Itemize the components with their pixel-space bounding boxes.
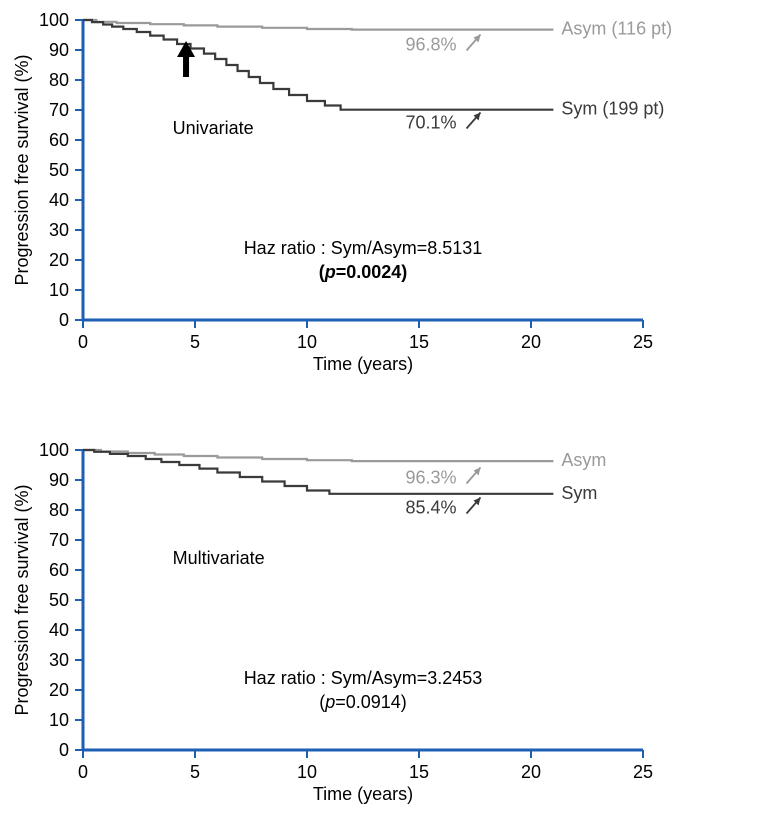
pct-arrow-asym — [467, 468, 481, 484]
pct-arrow-sym — [467, 113, 481, 129]
y-tick-label: 100 — [39, 440, 69, 460]
series-sym — [83, 450, 553, 494]
pct-arrow-sym — [467, 498, 481, 514]
y-tick-label: 0 — [59, 310, 69, 330]
big-arrow — [177, 41, 195, 77]
y-tick-label: 40 — [49, 620, 69, 640]
series-label-asym: Asym — [561, 450, 606, 470]
panel-univariate: 0 5 10 15 20 25 0 10 20 30 40 50 60 70 80 90 100 Time (ye… — [12, 10, 672, 374]
panel-multivariate: 0 5 10 15 20 25 0 10 20 30 40 50 60 70 80 90 100 Time (ye… — [12, 440, 653, 804]
x-tick-label: 20 — [521, 332, 541, 352]
y-tick-label: 10 — [49, 710, 69, 730]
pct-label-sym: 85.4% — [406, 498, 457, 518]
y-tick-label: 80 — [49, 500, 69, 520]
y-tick-label: 70 — [49, 100, 69, 120]
y-axis-label: Progression free survival (%) — [12, 54, 32, 285]
x-tick-label: 5 — [190, 762, 200, 782]
x-tick-label: 25 — [633, 332, 653, 352]
y-tick-label: 10 — [49, 280, 69, 300]
x-axis-label: Time (years) — [313, 354, 413, 374]
y-tick-label: 20 — [49, 250, 69, 270]
y-tick-label: 20 — [49, 680, 69, 700]
x-tick-label: 15 — [409, 332, 429, 352]
x-axis-label: Time (years) — [313, 784, 413, 804]
series-asym — [83, 20, 553, 30]
pct-arrow-asym — [467, 35, 481, 51]
x-tick-label: 20 — [521, 762, 541, 782]
x-tick-label: 0 — [78, 332, 88, 352]
y-tick-label: 30 — [49, 650, 69, 670]
y-tick-label: 50 — [49, 590, 69, 610]
y-tick-label: 100 — [39, 10, 69, 30]
x-tick-label: 0 — [78, 762, 88, 782]
y-axis-label: Progression free survival (%) — [12, 484, 32, 715]
hazard-ratio-text: Haz ratio : Sym/Asym=3.2453 — [244, 668, 483, 688]
y-tick-label: 70 — [49, 530, 69, 550]
km-figure: 05101520250102030405060708090100Time (ye… — [0, 0, 780, 839]
hazard-ratio-text: Haz ratio : Sym/Asym=8.5131 — [244, 238, 483, 258]
y-tick-label: 90 — [49, 470, 69, 490]
series-label-sym: Sym (199 pt) — [561, 99, 664, 119]
series-sym — [83, 20, 553, 110]
x-tick-label: 25 — [633, 762, 653, 782]
pct-label-asym: 96.3% — [406, 468, 457, 488]
x-tick-label: 15 — [409, 762, 429, 782]
series-label-asym: Asym (116 pt) — [561, 19, 672, 39]
x-tick-label: 10 — [297, 332, 317, 352]
pct-label-asym: 96.8% — [406, 35, 457, 55]
analysis-label: Univariate — [173, 118, 254, 138]
x-tick-label: 10 — [297, 762, 317, 782]
y-tick-label: 60 — [49, 130, 69, 150]
chart-svg: 05101520250102030405060708090100Time (ye… — [0, 0, 780, 839]
x-tick-label: 5 — [190, 332, 200, 352]
p-value-text: (p=0.0914) — [319, 692, 407, 712]
y-tick-label: 40 — [49, 190, 69, 210]
y-tick-label: 50 — [49, 160, 69, 180]
series-label-sym: Sym — [561, 483, 597, 503]
y-tick-label: 30 — [49, 220, 69, 240]
y-tick-label: 0 — [59, 740, 69, 760]
pct-label-sym: 70.1% — [406, 113, 457, 133]
y-tick-label: 80 — [49, 70, 69, 90]
y-tick-label: 60 — [49, 560, 69, 580]
y-tick-label: 90 — [49, 40, 69, 60]
p-value-text: (p=0.0024) — [319, 262, 408, 282]
analysis-label: Multivariate — [173, 548, 265, 568]
